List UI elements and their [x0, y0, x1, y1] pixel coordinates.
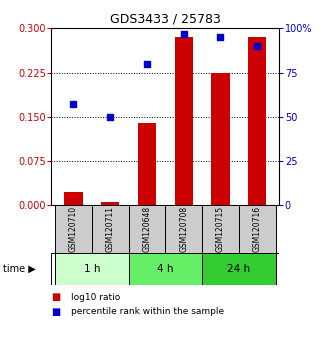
Point	[181, 31, 186, 36]
Bar	[55, 205, 92, 253]
Text: ■: ■	[51, 307, 61, 316]
Bar	[128, 205, 165, 253]
Point	[218, 34, 223, 40]
Point	[144, 61, 150, 67]
Point	[108, 114, 113, 120]
Bar	[138, 123, 156, 205]
Bar	[175, 37, 193, 205]
Bar	[165, 205, 202, 253]
Bar	[202, 205, 239, 253]
Bar	[55, 253, 128, 285]
Text: GSM120715: GSM120715	[216, 206, 225, 252]
Text: time ▶: time ▶	[3, 264, 36, 274]
Bar	[202, 253, 276, 285]
Bar	[64, 192, 82, 205]
Bar	[239, 205, 276, 253]
Bar	[211, 73, 230, 205]
Title: GDS3433 / 25783: GDS3433 / 25783	[110, 13, 221, 26]
Bar	[92, 205, 128, 253]
Point	[255, 43, 260, 49]
Text: 1 h: 1 h	[83, 264, 100, 274]
Text: 4 h: 4 h	[157, 264, 174, 274]
Point	[71, 102, 76, 107]
Text: GSM120648: GSM120648	[143, 206, 152, 252]
Text: GSM120710: GSM120710	[69, 206, 78, 252]
Text: log10 ratio: log10 ratio	[71, 293, 120, 302]
Text: percentile rank within the sample: percentile rank within the sample	[71, 307, 224, 316]
Text: GSM120716: GSM120716	[253, 206, 262, 252]
Text: 24 h: 24 h	[227, 264, 250, 274]
Text: GSM120708: GSM120708	[179, 206, 188, 252]
Text: ■: ■	[51, 292, 61, 302]
Bar	[128, 253, 202, 285]
Bar	[101, 202, 119, 205]
Bar	[248, 37, 266, 205]
Text: GSM120711: GSM120711	[106, 206, 115, 252]
